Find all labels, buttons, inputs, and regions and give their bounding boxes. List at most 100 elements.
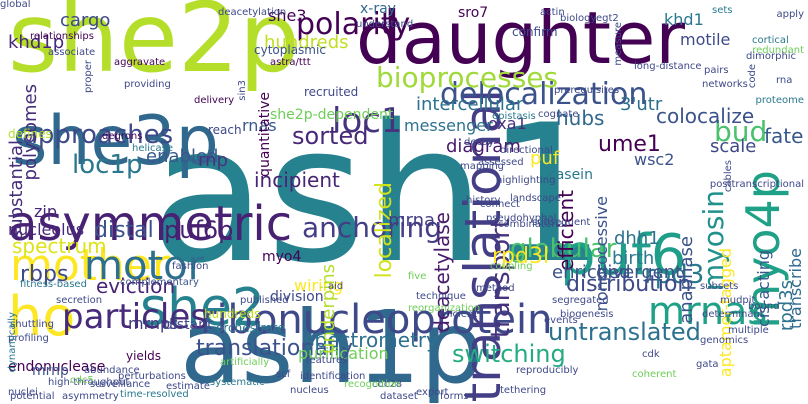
word-71: nucleolus (8, 220, 85, 239)
word-178: mapping (460, 161, 505, 172)
word-116: fitness-based (20, 279, 87, 290)
word-143: export (416, 387, 449, 398)
word-69: mrna (388, 210, 436, 231)
word-38: spectrometry (304, 328, 438, 352)
word-161: cortical (752, 35, 789, 46)
word-140: recognition (344, 379, 401, 390)
word-15: motor (84, 243, 205, 289)
word-61: wsc2 (634, 150, 675, 169)
word-195: features (306, 355, 348, 366)
word-133: estimate (166, 381, 211, 392)
word-117: secretion (56, 295, 103, 306)
word-27: rpd3 (644, 260, 705, 290)
word-184: technique (416, 291, 466, 302)
word-172: cognate (538, 109, 579, 120)
word-72: rpd3l (492, 244, 550, 269)
word-19: bioprocesses (376, 61, 559, 94)
word-169: measure (613, 22, 624, 66)
word-65: puf (530, 148, 560, 169)
word-41: distal (94, 218, 154, 243)
word-36: translationally (196, 336, 354, 361)
word-48: sro7 (458, 5, 489, 21)
word-165: pairs (704, 65, 729, 76)
word-147: cdk (642, 349, 660, 360)
word-99: quantitative (257, 92, 273, 177)
word-47: x-ray (360, 1, 396, 17)
word-110: relationships (30, 31, 94, 42)
word-22: puf6p (164, 216, 234, 244)
word-154: subsets (700, 281, 739, 292)
word-58: oxa1 (488, 114, 527, 133)
word-79: division (270, 289, 324, 305)
word-98: recruited (304, 85, 359, 99)
word-59: messenger (404, 116, 493, 135)
word-28: distribution (566, 272, 692, 297)
word-182: combinatorial (498, 219, 567, 230)
word-173: epistasis (492, 111, 536, 122)
word-121: shuttling (10, 319, 54, 330)
word-194: coupling (490, 261, 533, 272)
word-176: assessed (478, 157, 524, 168)
word-60: diagram (446, 136, 521, 157)
word-187: segregated (552, 295, 609, 306)
word-142: forms (440, 391, 469, 402)
word-152: bound (748, 301, 780, 312)
word-80: purification (298, 344, 389, 363)
word-189: events (544, 315, 578, 326)
word-126: perturbations (118, 371, 186, 382)
word-183: five (408, 271, 427, 282)
word-115: helicase (132, 143, 174, 154)
word-179: history (466, 195, 501, 206)
word-92: yields (126, 349, 162, 363)
word-164: dimorphic (746, 51, 797, 62)
word-107: egt2 (596, 13, 619, 24)
word-1: ash1 (150, 84, 607, 305)
word-3: she2p (8, 0, 300, 94)
word-23: anchoring (302, 211, 442, 244)
word-52: 3'utr (620, 94, 663, 115)
word-186: subsequent (532, 217, 591, 228)
word-193: method (476, 283, 515, 294)
word-30: sorted (292, 122, 369, 150)
word-109: sin3 (237, 80, 248, 101)
word-134: systematic (210, 377, 265, 388)
word-6: asymmetric (8, 196, 293, 252)
word-84: divergent (596, 262, 683, 283)
word-139: cdc28 (372, 379, 403, 390)
word-87: birth (612, 248, 655, 269)
word-111: associate (48, 47, 96, 58)
word-68: incipient (254, 168, 340, 192)
word-136: scf (276, 369, 291, 380)
word-77: myo4 (262, 249, 302, 265)
word-97: reach (208, 123, 242, 137)
word-150: multiple (728, 325, 769, 336)
word-124: dynamically (7, 312, 18, 373)
word-76: transcribe (786, 248, 805, 329)
word-162: apply (776, 9, 804, 20)
word-31: bud (714, 115, 768, 148)
word-180: connect (480, 199, 520, 210)
word-51: colocalize (656, 104, 755, 128)
word-156: posttranscriptional (709, 179, 804, 190)
word-132: asymmetry (62, 391, 119, 402)
word-42: spectrum (12, 234, 107, 258)
word-175: decay (464, 137, 495, 148)
word-26: transport (486, 218, 516, 339)
word-17: delocalization (440, 77, 648, 112)
word-39: rbps (20, 262, 69, 287)
word-103: aggravate (114, 57, 166, 68)
word-95: orchestrate (216, 321, 285, 335)
word-160: networks (702, 79, 748, 90)
word-153: mudpit (720, 295, 756, 306)
word-12: mrnas (648, 289, 768, 333)
word-190: aid (328, 281, 344, 292)
word-130: time-resolved (120, 389, 189, 400)
word-149: genomics (700, 335, 749, 346)
word-192: ancient (440, 309, 478, 320)
word-135: artificially (220, 357, 270, 368)
word-148: gata (696, 359, 719, 370)
word-181: pseudohyphal (486, 213, 557, 224)
word-118: complementary (120, 277, 199, 288)
word-5: she3p (12, 102, 219, 181)
word-21: loc1p (72, 150, 143, 180)
